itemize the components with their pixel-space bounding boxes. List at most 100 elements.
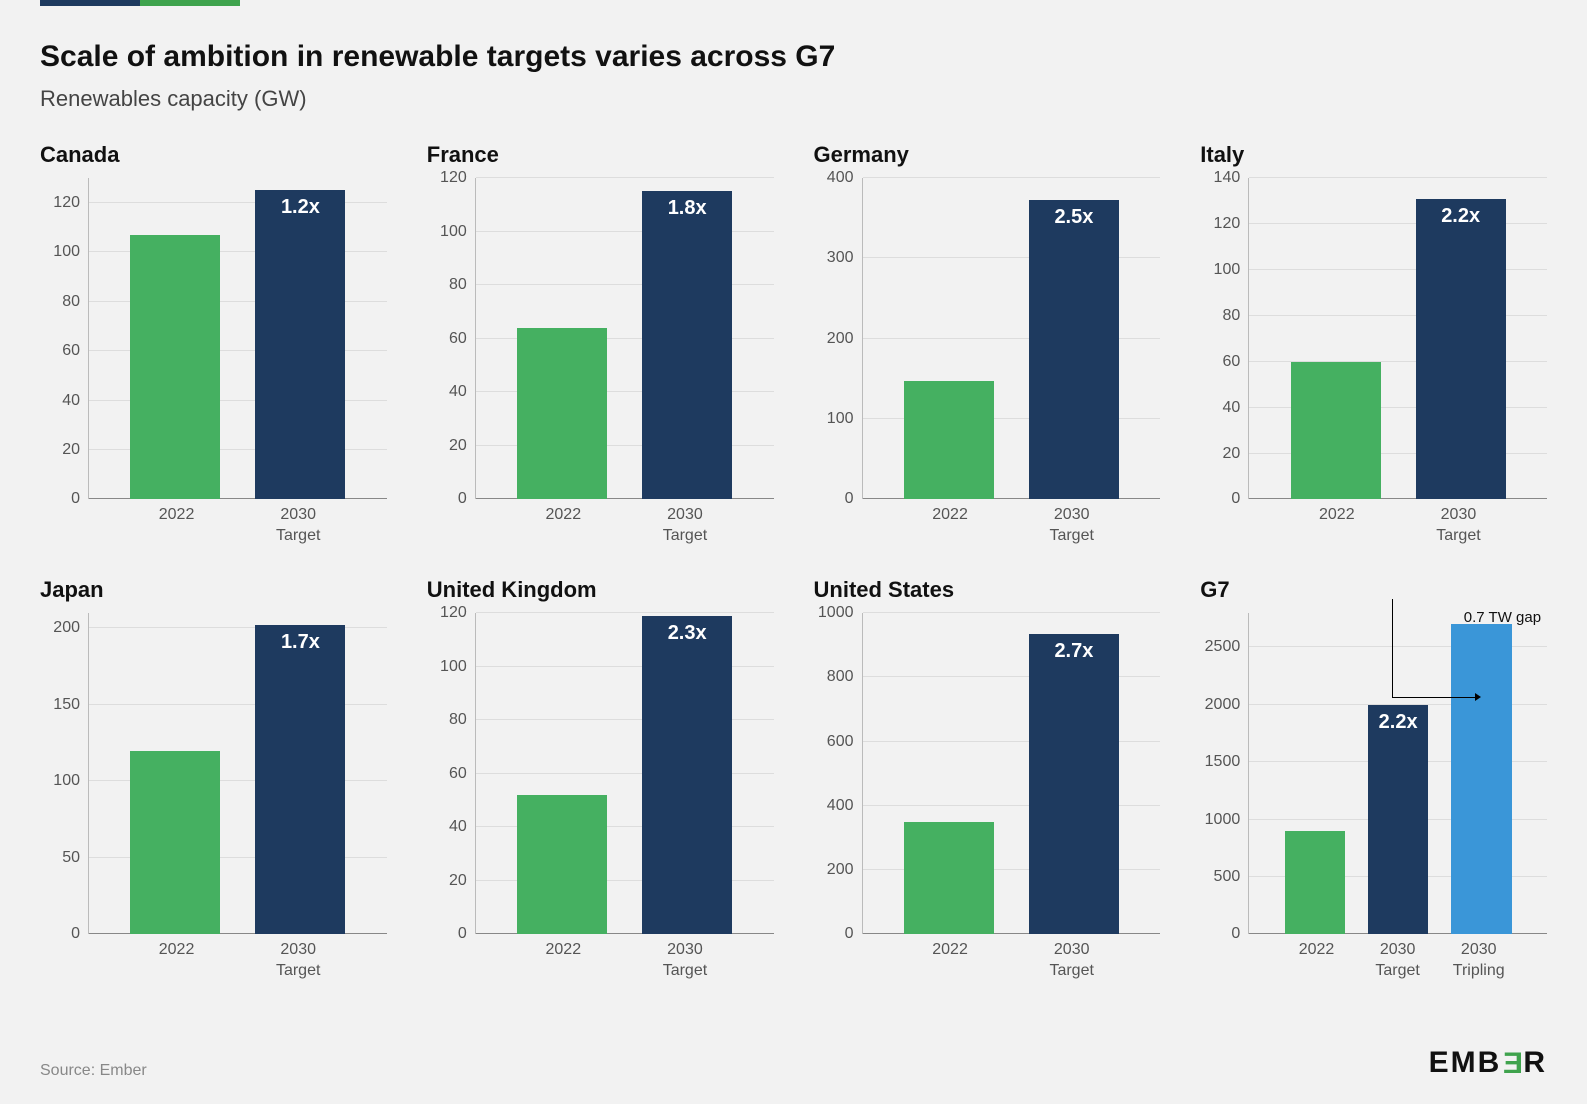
bar-group bbox=[1273, 178, 1398, 499]
y-tick: 40 bbox=[449, 383, 467, 401]
y-tick: 60 bbox=[449, 330, 467, 348]
panel-title: Japan bbox=[40, 577, 387, 603]
bar bbox=[517, 328, 607, 499]
bar-group bbox=[113, 613, 238, 934]
chart-area: 0204060801001201402.2x bbox=[1200, 178, 1547, 499]
bars-container: 1.2x bbox=[89, 178, 387, 499]
x-tick: 2022 bbox=[116, 940, 238, 982]
bar-group bbox=[500, 613, 625, 934]
panel-title: Germany bbox=[814, 142, 1161, 168]
panel-title: United States bbox=[814, 577, 1161, 603]
bar: 2.2x bbox=[1368, 705, 1428, 935]
y-tick: 800 bbox=[827, 668, 854, 686]
chart-title: Scale of ambition in renewable targets v… bbox=[40, 40, 1547, 74]
gap-arrow bbox=[1392, 599, 1475, 699]
panel-grid: Canada0204060801001201.2x20222030TargetF… bbox=[40, 142, 1547, 982]
bar-multiplier-label: 1.2x bbox=[255, 196, 345, 219]
y-tick: 100 bbox=[440, 223, 467, 241]
y-tick: 200 bbox=[827, 861, 854, 879]
bars-container: 2.7x bbox=[863, 613, 1161, 934]
y-tick: 300 bbox=[827, 249, 854, 267]
x-tick: 2022 bbox=[1276, 940, 1357, 982]
bar: 2.3x bbox=[642, 616, 732, 935]
y-tick: 0 bbox=[458, 490, 467, 508]
y-tick: 100 bbox=[827, 410, 854, 428]
panel-title: United Kingdom bbox=[427, 577, 774, 603]
bar bbox=[904, 381, 994, 500]
y-tick: 0 bbox=[458, 925, 467, 943]
bar bbox=[130, 751, 220, 935]
y-tick: 0 bbox=[71, 925, 80, 943]
y-axis: 020406080100120 bbox=[427, 613, 475, 934]
bars-container: 1.8x bbox=[476, 178, 774, 499]
bar-multiplier-label: 1.8x bbox=[642, 197, 732, 220]
y-tick: 80 bbox=[62, 293, 80, 311]
y-tick: 20 bbox=[62, 441, 80, 459]
y-tick: 80 bbox=[449, 276, 467, 294]
y-tick: 60 bbox=[449, 765, 467, 783]
x-axis: 20222030Target bbox=[88, 499, 387, 547]
bar-group bbox=[886, 178, 1011, 499]
plot-area: 1.7x bbox=[88, 613, 387, 934]
bar: 1.7x bbox=[255, 625, 345, 934]
plot-area: 2.3x bbox=[475, 613, 774, 934]
x-tick: 2030Target bbox=[237, 940, 359, 982]
chart-panel: Italy0204060801001201402.2x20222030Targe… bbox=[1200, 142, 1547, 547]
plot-area: 2.7x bbox=[862, 613, 1161, 934]
y-axis: 020406080100120 bbox=[427, 178, 475, 499]
x-axis: 20222030Target bbox=[862, 934, 1161, 982]
chart-area: 0501001502001.7x bbox=[40, 613, 387, 934]
bar-group bbox=[500, 178, 625, 499]
bar-group: 1.8x bbox=[625, 178, 750, 499]
chart-panel: United States020040060080010002.7x202220… bbox=[814, 577, 1161, 982]
x-tick: 2030Target bbox=[1011, 940, 1133, 982]
bar: 1.8x bbox=[642, 191, 732, 499]
bar-multiplier-label: 2.2x bbox=[1368, 711, 1428, 734]
chart-panel: G7050010001500200025002.2x0.7 TW gap2022… bbox=[1200, 577, 1547, 982]
y-tick: 200 bbox=[53, 619, 80, 637]
y-tick: 0 bbox=[845, 925, 854, 943]
ember-logo: EMBER bbox=[1429, 1046, 1547, 1080]
y-tick: 40 bbox=[449, 818, 467, 836]
y-axis: 020406080100120 bbox=[40, 178, 88, 499]
chart-panel: United Kingdom0204060801001202.3x2022203… bbox=[427, 577, 774, 982]
bar-multiplier-label: 2.5x bbox=[1029, 206, 1119, 229]
chart-area: 01002003004002.5x bbox=[814, 178, 1161, 499]
y-tick: 600 bbox=[827, 733, 854, 751]
x-axis: 20222030Target bbox=[88, 934, 387, 982]
bar-group: 2.3x bbox=[625, 613, 750, 934]
y-tick: 0 bbox=[1231, 490, 1240, 508]
bars-container: 2.3x bbox=[476, 613, 774, 934]
x-tick: 2030Target bbox=[624, 940, 746, 982]
y-tick: 50 bbox=[62, 849, 80, 867]
y-tick: 80 bbox=[449, 711, 467, 729]
bar-group: 2.7x bbox=[1011, 613, 1136, 934]
y-tick: 400 bbox=[827, 169, 854, 187]
y-tick: 120 bbox=[440, 604, 467, 622]
x-tick: 2030Target bbox=[1357, 940, 1438, 982]
y-tick: 40 bbox=[1222, 399, 1240, 417]
y-tick: 1000 bbox=[1205, 811, 1241, 829]
y-tick: 2000 bbox=[1205, 696, 1241, 714]
y-tick: 100 bbox=[1214, 261, 1241, 279]
y-tick: 0 bbox=[1231, 925, 1240, 943]
bar bbox=[1291, 362, 1381, 500]
plot-area: 1.8x bbox=[475, 178, 774, 499]
y-tick: 500 bbox=[1214, 868, 1241, 886]
y-axis: 02004006008001000 bbox=[814, 613, 862, 934]
source-text: Source: Ember bbox=[40, 1062, 147, 1080]
plot-area: 1.2x bbox=[88, 178, 387, 499]
y-tick: 20 bbox=[449, 872, 467, 890]
chart-panel: Canada0204060801001201.2x20222030Target bbox=[40, 142, 387, 547]
y-tick: 20 bbox=[449, 437, 467, 455]
y-tick: 2500 bbox=[1205, 638, 1241, 656]
x-axis: 20222030Target bbox=[1248, 499, 1547, 547]
y-tick: 80 bbox=[1222, 307, 1240, 325]
bar-multiplier-label: 2.2x bbox=[1416, 205, 1506, 228]
x-axis: 20222030Target2030Tripling bbox=[1248, 934, 1547, 982]
y-tick: 120 bbox=[1214, 215, 1241, 233]
bar bbox=[904, 822, 994, 934]
bar-group bbox=[886, 613, 1011, 934]
y-tick: 400 bbox=[827, 797, 854, 815]
bar: 1.2x bbox=[255, 190, 345, 499]
